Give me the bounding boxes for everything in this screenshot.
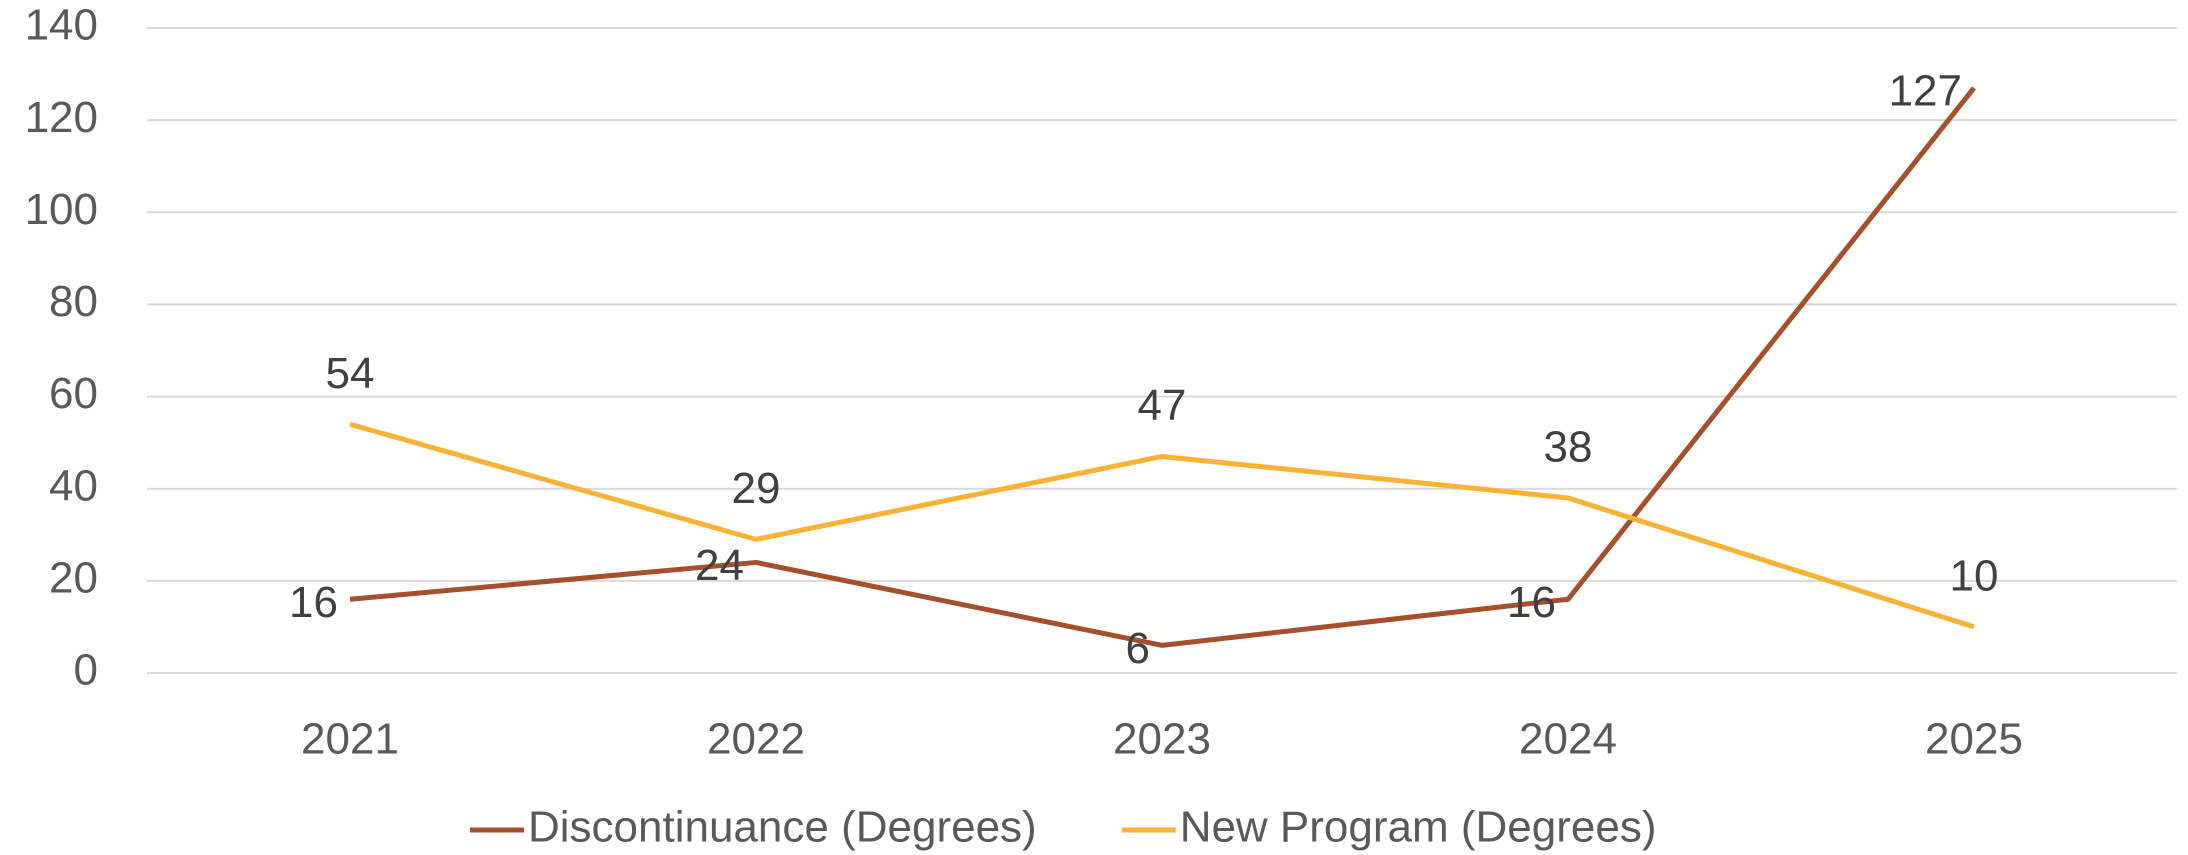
data-label: 29 [732, 464, 781, 513]
y-tick-label: 60 [49, 369, 98, 418]
data-label: 47 [1138, 381, 1187, 430]
legend-label: New Program (Degrees) [1180, 803, 1657, 852]
y-tick-label: 140 [25, 1, 98, 50]
y-tick-label: 100 [25, 185, 98, 234]
y-tick-label: 20 [49, 553, 98, 602]
x-tick-label: 2023 [1113, 715, 1211, 764]
y-tick-label: 120 [25, 93, 98, 142]
data-label: 127 [1889, 67, 1962, 116]
data-label: 54 [326, 349, 375, 398]
data-label: 16 [289, 578, 338, 627]
x-tick-label: 2025 [1925, 715, 2023, 764]
legend-label: Discontinuance (Degrees) [528, 803, 1037, 852]
x-tick-label: 2021 [301, 715, 399, 764]
y-tick-label: 80 [49, 277, 98, 326]
data-label: 6 [1126, 624, 1150, 673]
x-tick-label: 2022 [707, 715, 805, 764]
data-label: 24 [695, 541, 744, 590]
x-tick-label: 2024 [1519, 715, 1617, 764]
data-label: 10 [1950, 552, 1999, 601]
data-label: 16 [1507, 578, 1556, 627]
y-tick-label: 40 [49, 461, 98, 510]
series-line [349, 421, 1975, 630]
y-tick-label: 0 [74, 646, 98, 695]
data-label: 38 [1544, 423, 1593, 472]
series-line [349, 86, 1976, 648]
